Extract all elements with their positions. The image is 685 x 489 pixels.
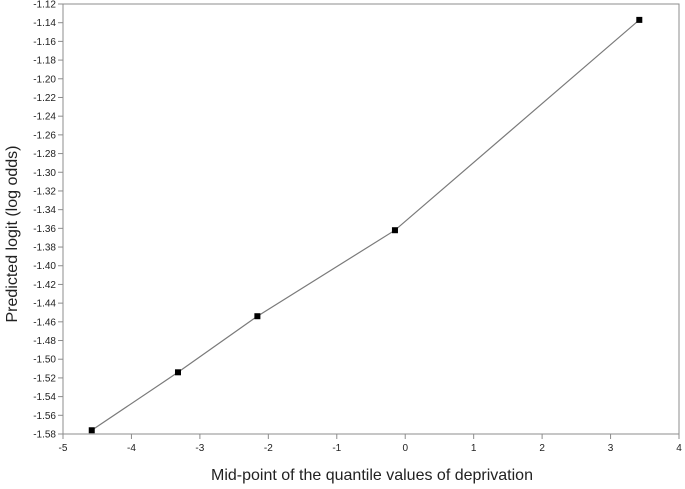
y-tick-label: -1.18 (33, 56, 56, 67)
x-tick-label: -3 (195, 443, 204, 454)
y-tick-label: -1.36 (33, 224, 56, 235)
x-axis-label: Mid-point of the quantile values of depr… (211, 467, 533, 484)
y-tick-label: -1.14 (33, 18, 56, 29)
y-tick-label: -1.58 (33, 430, 56, 441)
y-tick-label: -1.48 (33, 336, 56, 347)
x-tick-label: -4 (127, 443, 136, 454)
y-tick-label: -1.54 (33, 392, 56, 403)
y-tick-label: -1.32 (33, 186, 56, 197)
axes: -5 -4 -3 -2 -1 0 1 2 3 4 -1.58 -1.56 -1.54 -1.52 -1.50… (33, 0, 682, 454)
data-point (174, 369, 181, 376)
y-tick-label: -1.16 (33, 37, 56, 48)
y-tick-label: -1.46 (33, 317, 56, 328)
x-tick-label: 3 (608, 443, 614, 454)
x-tick-label: -1 (332, 443, 341, 454)
y-tick-label: -1.44 (33, 299, 56, 310)
y-tick-label: -1.52 (33, 373, 56, 384)
plot-frame (62, 3, 680, 435)
data-point (254, 313, 261, 320)
y-tick-label: -1.42 (33, 280, 56, 291)
data-point (88, 427, 95, 434)
y-tick-label: -1.22 (33, 93, 56, 104)
x-tick-label: 2 (539, 443, 545, 454)
y-tick-label: -1.56 (33, 411, 56, 422)
y-axis-label: Predicted logit (log odds) (4, 146, 21, 323)
y-tick-label: -1.20 (33, 74, 56, 85)
x-tick-label: 0 (402, 443, 408, 454)
y-tick-label: -1.26 (33, 130, 56, 141)
y-tick-label: -1.24 (33, 112, 56, 123)
y-tick-label: -1.12 (33, 0, 56, 11)
y-tick-label: -1.50 (33, 355, 56, 366)
y-tick-label: -1.28 (33, 149, 56, 160)
x-tick-label: 1 (471, 443, 477, 454)
x-tick-label: -2 (264, 443, 273, 454)
x-tick-label: -5 (59, 443, 68, 454)
data-point (391, 227, 398, 234)
y-tick-label: -1.38 (33, 243, 56, 254)
y-tick-label: -1.40 (33, 261, 56, 272)
series-layer (88, 16, 643, 434)
x-tick-label: 4 (676, 443, 682, 454)
y-tick-label: -1.30 (33, 168, 56, 179)
y-tick-label: -1.34 (33, 205, 56, 216)
data-point (636, 16, 643, 23)
